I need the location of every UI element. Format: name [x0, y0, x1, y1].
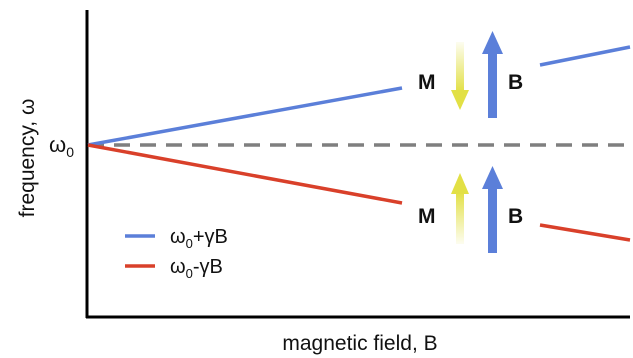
legend: ω0+γB ω0-γB	[125, 226, 228, 281]
lower-b-label: B	[508, 205, 523, 228]
legend-entry-upper: ω0+γB	[170, 226, 228, 251]
lower-m-label: M	[418, 205, 436, 228]
upper-m-arrow-icon	[451, 42, 469, 110]
upper-line-segment-1	[87, 86, 403, 147]
y-axis-label: frequency, ω	[16, 99, 39, 218]
lower-b-arrow-icon	[482, 166, 503, 253]
legend-entry-lower: ω0-γB	[170, 256, 223, 281]
lower-line-segment-2	[539, 223, 631, 242]
lower-m-arrow-icon	[451, 173, 469, 244]
upper-b-label: B	[508, 71, 523, 94]
upper-b-arrow-icon	[482, 31, 503, 118]
upper-line-segment-2	[539, 45, 631, 67]
lower-line-segment-1	[87, 143, 403, 205]
x-axis-label: magnetic field, B	[282, 332, 437, 355]
y-tick-omega0: ω0	[49, 132, 74, 160]
upper-m-label: M	[418, 71, 436, 94]
